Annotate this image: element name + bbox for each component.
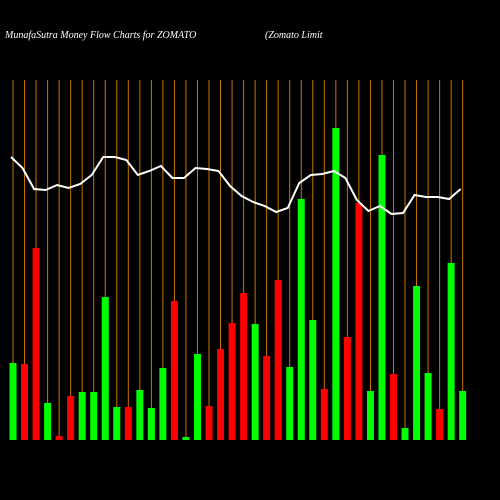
bar: [378, 155, 386, 440]
bar: [159, 368, 167, 440]
bar: [113, 407, 121, 440]
bar: [240, 293, 248, 440]
bar: [21, 364, 29, 440]
bar: [228, 323, 236, 440]
bar: [90, 392, 98, 440]
bar: [147, 408, 155, 440]
bar: [101, 297, 109, 440]
bar: [136, 390, 144, 440]
bar: [389, 374, 397, 440]
bar: [9, 363, 17, 440]
money-flow-line: [10, 156, 462, 216]
bar: [251, 324, 259, 440]
bar: [67, 396, 75, 440]
bar: [32, 248, 40, 440]
bar: [297, 199, 305, 440]
bar: [55, 436, 63, 440]
bar: [44, 403, 52, 440]
chart-title: MunafaSutra Money Flow Charts for ZOMATO: [4, 30, 196, 41]
bar: [182, 437, 190, 440]
bar: [263, 356, 271, 440]
chart-subtitle: (Zomato Limit: [265, 30, 323, 41]
bar: [459, 391, 467, 440]
bar: [286, 367, 294, 440]
bar: [124, 407, 132, 440]
bar: [447, 263, 455, 440]
bar: [205, 406, 213, 440]
bar: [309, 320, 317, 440]
bar: [217, 349, 225, 440]
bar: [401, 428, 409, 440]
bar: [332, 128, 340, 440]
bar: [424, 373, 432, 440]
bar: [413, 286, 421, 440]
bar: [436, 409, 444, 440]
bar: [170, 301, 178, 440]
bar: [355, 203, 363, 440]
bar: [343, 337, 351, 440]
bar: [193, 354, 201, 440]
bar: [78, 392, 86, 440]
bar: [366, 391, 374, 440]
bar: [320, 389, 328, 440]
bar: [274, 280, 282, 440]
